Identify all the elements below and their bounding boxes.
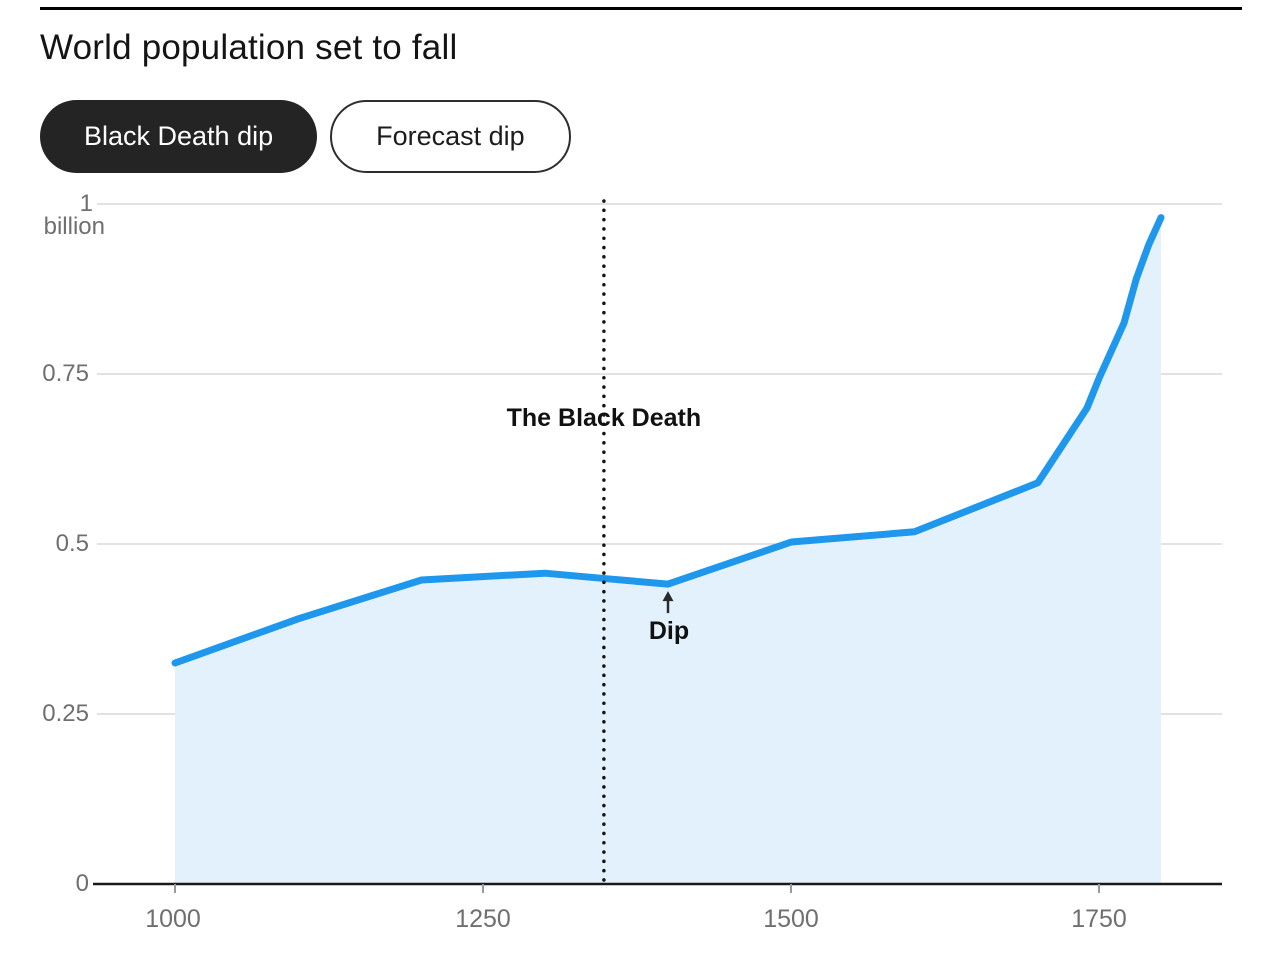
- y-tick-05: 0.5: [55, 530, 89, 557]
- population-line: [171, 214, 1165, 667]
- x-axis-ticks: [174, 884, 1100, 893]
- toggle-forecast-dip[interactable]: Forecast dip: [330, 100, 571, 173]
- toggle-black-death-dip[interactable]: Black Death dip: [40, 100, 318, 173]
- dip-annotation: Dip: [648, 617, 690, 646]
- population-area: [175, 217, 1161, 885]
- x-tick-1000: 1000: [145, 905, 201, 933]
- black-death-annotation: The Black Death: [506, 404, 702, 432]
- dip-arrow: [662, 591, 674, 614]
- y-axis-label-1-billion: 1 billion: [30, 190, 105, 240]
- chart-toggle-group: Black Death dip Forecast dip: [40, 100, 571, 173]
- chart-title: World population set to fall: [40, 28, 458, 67]
- y-tick-0: 0: [75, 870, 89, 897]
- y-tick-1: 1: [79, 190, 93, 217]
- y-unit-billion: billion: [43, 213, 105, 240]
- y-tick-075: 0.75: [42, 360, 89, 387]
- x-tick-1750: 1750: [1071, 905, 1127, 933]
- dip-arrow-head: [662, 591, 674, 602]
- x-tick-1500: 1500: [763, 905, 819, 933]
- y-tick-025: 0.25: [42, 700, 89, 727]
- top-rule: [40, 7, 1242, 10]
- x-tick-1250: 1250: [455, 905, 511, 933]
